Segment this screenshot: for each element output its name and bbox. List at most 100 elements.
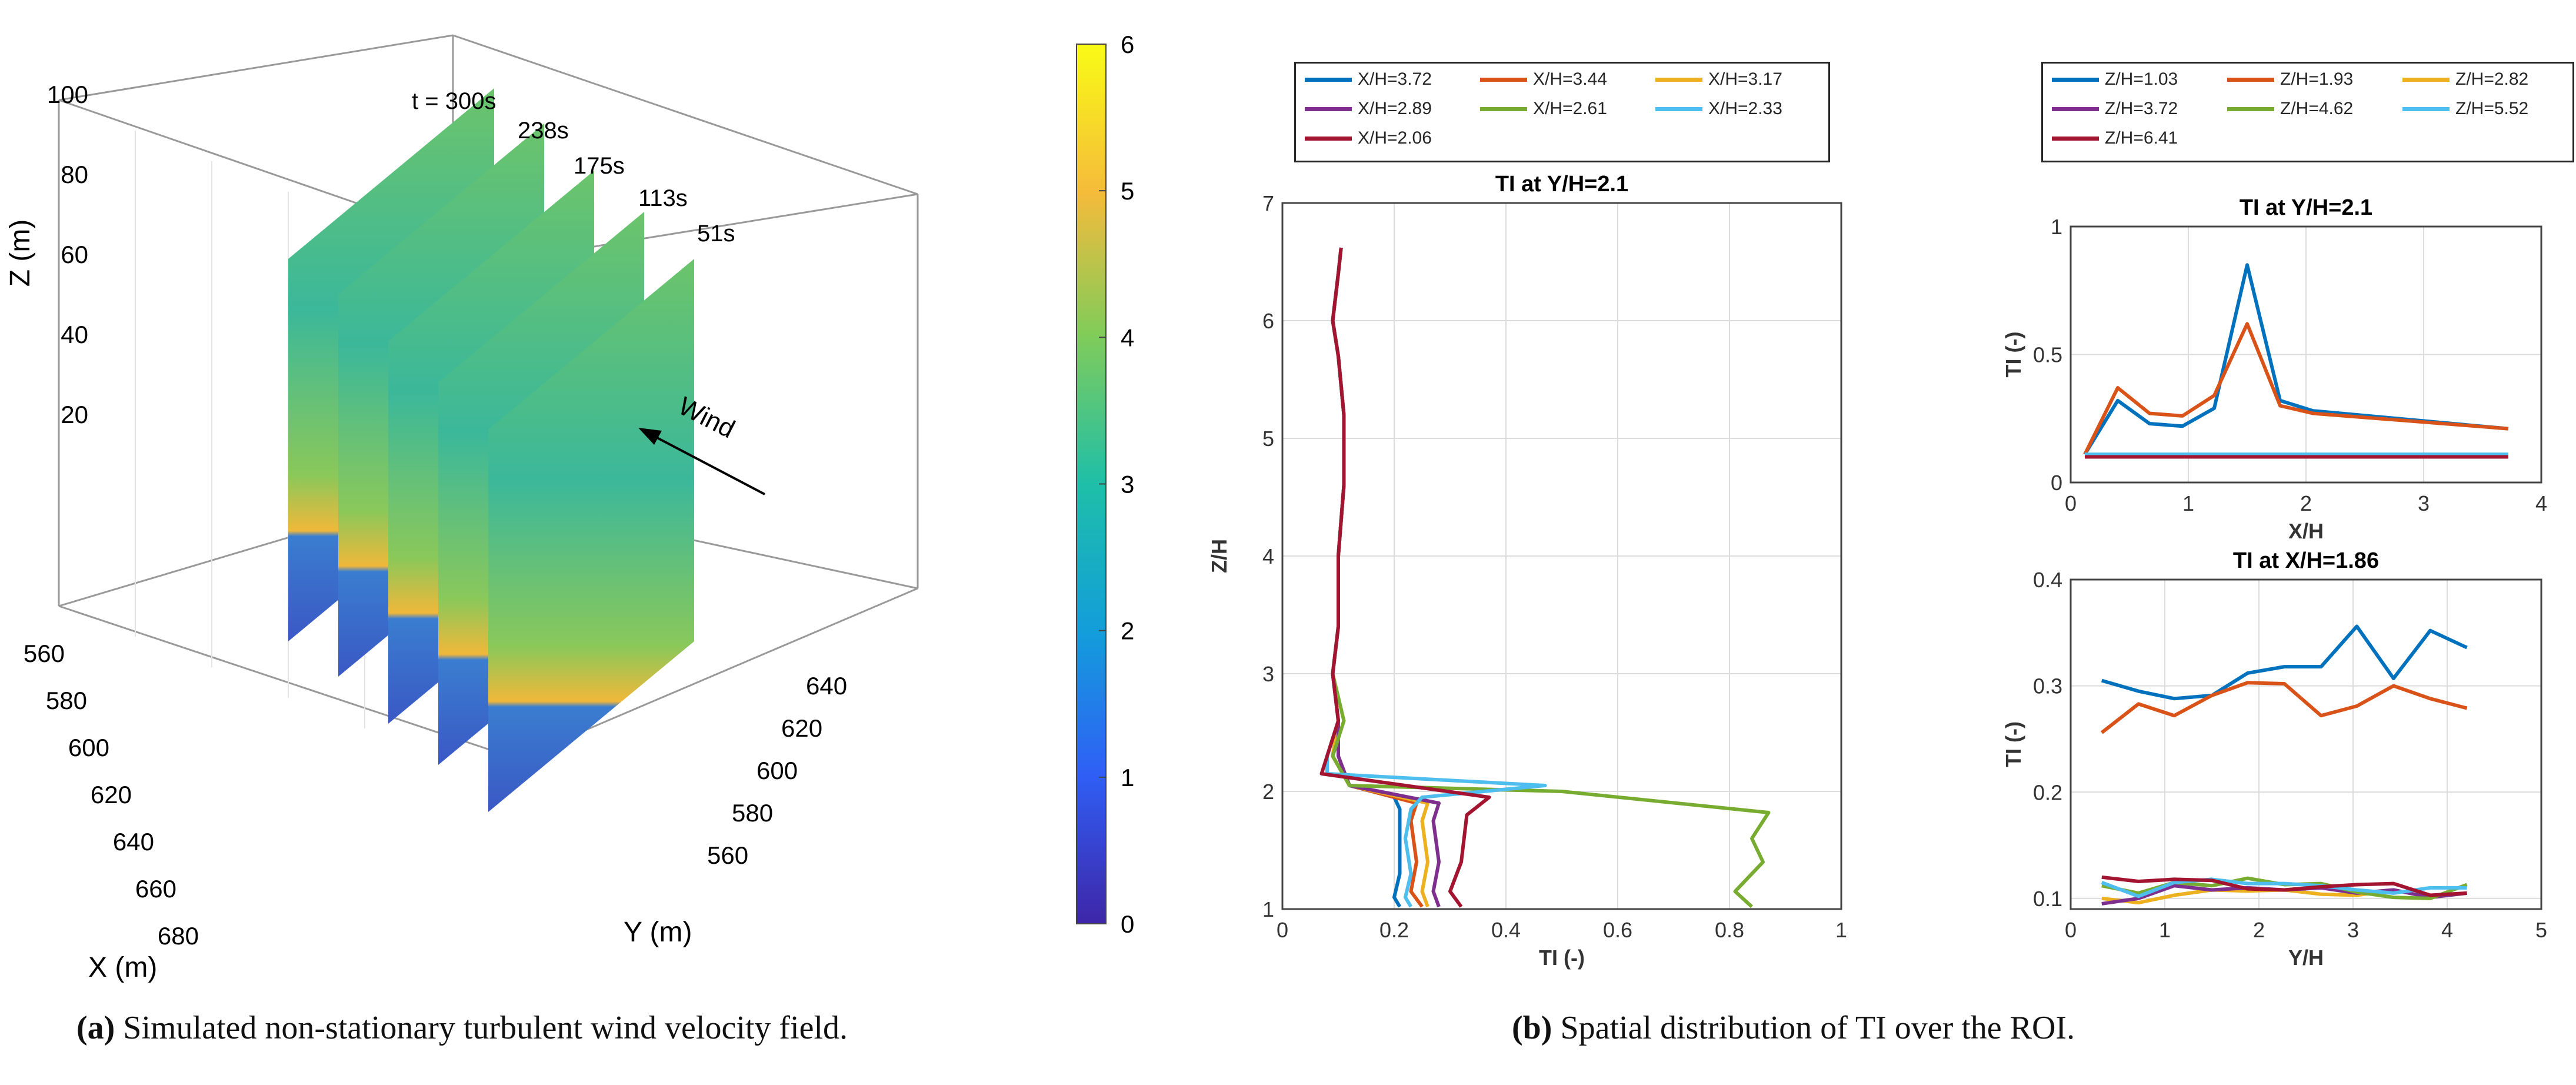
legend-entry: X/H=3.72 [1305, 69, 1432, 89]
legend-entry: Z/H=4.62 [2227, 99, 2353, 119]
y-tick-label: 4 [1262, 544, 1274, 568]
z-tick-label: 60 [61, 241, 88, 268]
plot-frame [2070, 578, 2542, 910]
line-chart-3: 0 1 2 3 4 5 0.1 0.2 0.3 0.4 TI at X/H=1.86 Y/H TI (-… [2001, 548, 2547, 970]
x-tick-label: 5 [2535, 918, 2547, 942]
legend-swatch [2227, 77, 2274, 82]
x-tick-label: 0 [2065, 491, 2077, 515]
legend-entry: Z/H=6.41 [2052, 128, 2178, 148]
time-label: 51s [697, 221, 735, 247]
chart-title: TI at X/H=1.86 [2233, 548, 2379, 573]
x-tick-label: 2 [2300, 491, 2312, 515]
y-tick-label: 2 [1262, 780, 1274, 804]
legend-label: Z/H=3.72 [2105, 99, 2178, 118]
y-tick-label: 1 [2051, 215, 2062, 239]
colorbar-tick-label: 5 [1121, 177, 1134, 205]
y-tick-label: 0.5 [2033, 343, 2062, 367]
colorbar-tick-label: 4 [1121, 324, 1134, 351]
velocity-slice [488, 259, 694, 812]
z-tick-label: 100 [47, 81, 88, 108]
legend-label: Z/H=1.03 [2105, 69, 2178, 89]
legend-swatch [2052, 77, 2099, 82]
z-axis-label: Z (m) [5, 219, 36, 287]
z-tick-label: 80 [61, 161, 88, 188]
x-tick-label: 0.2 [1379, 918, 1409, 942]
time-label: 238s [518, 118, 569, 144]
series-line [1331, 247, 1424, 908]
legend-swatch [1480, 106, 1527, 111]
series-line [2101, 875, 2467, 897]
legend-label: X/H=2.33 [1708, 99, 1782, 118]
ti-line-charts: 0 0.2 0.4 0.6 0.8 1 1 2 3 4 5 6 7 TI at Y/H=2.1 TI (-)… [1207, 172, 2547, 970]
y-tick-label: 0.1 [2033, 887, 2062, 911]
legend-label: X/H=2.89 [1358, 99, 1432, 118]
y-axis-label: Y (m) [624, 917, 692, 948]
legend-entry: Z/H=1.93 [2227, 69, 2353, 89]
x-tick-label: 4 [2441, 918, 2453, 942]
legend-swatch [2052, 106, 2099, 111]
y-tick-label: 7 [1262, 191, 1274, 215]
y-tick-label: 580 [732, 799, 773, 827]
x-tick-label: 0 [1277, 918, 1288, 942]
series-line [1331, 247, 1441, 908]
legend-entry: X/H=2.33 [1655, 99, 1782, 119]
x-tick-label: 0 [2065, 918, 2077, 942]
y-tick-label: 600 [757, 757, 798, 784]
x-tick-label: 1 [1835, 918, 1847, 942]
y-tick-label: 620 [781, 714, 822, 742]
colorbar-tick-label: 6 [1121, 31, 1134, 58]
time-label: t = 300s [412, 88, 496, 114]
legend-entry: Z/H=2.82 [2402, 69, 2528, 89]
plot-frame [2070, 225, 2542, 484]
x-axis-label: Y/H [2288, 946, 2324, 970]
x-tick-label: 3 [2347, 918, 2359, 942]
y-tick-label: 5 [1262, 427, 1274, 451]
x-tick-label: 0.4 [1491, 918, 1521, 942]
z-tick-label: 40 [61, 321, 88, 348]
x-tick-label: 3 [2418, 491, 2430, 515]
legend-swatch [1305, 77, 1352, 82]
y-tick-label: 640 [806, 672, 847, 700]
colorbar-tick-label: 2 [1121, 617, 1134, 645]
legend-label: Z/H=2.82 [2455, 69, 2529, 89]
x-axis-label: X (m) [88, 952, 157, 983]
legend-swatch [2402, 106, 2450, 111]
axis-box-edge [452, 34, 918, 195]
x-tick-label: 1 [2182, 491, 2194, 515]
chart-title: TI at Y/H=2.1 [2240, 195, 2372, 220]
legend-entry: X/H=2.89 [1305, 99, 1432, 119]
line-chart-2: 0 1 2 3 4 0 0.5 1 TI at Y/H=2.1 X/H TI (-) [2001, 195, 2547, 543]
caption-b-text: Spatial distribution of TI over the ROI. [1552, 1010, 2075, 1046]
series-line [2083, 322, 2509, 455]
series-line [1331, 247, 1402, 908]
legend-swatch [1480, 77, 1527, 82]
y-tick-label: 0 [2051, 471, 2062, 495]
z-tick-label: 20 [61, 401, 88, 428]
legend-label: X/H=2.61 [1533, 99, 1607, 118]
x-tick-label: 580 [46, 687, 87, 714]
series-line [1319, 247, 1491, 908]
time-label: 113s [638, 185, 688, 211]
axis-box-edge [58, 34, 454, 101]
legend-label: Z/H=1.93 [2280, 69, 2354, 89]
y-tick-label: 3 [1262, 662, 1274, 686]
x-tick-label: 560 [24, 640, 65, 667]
x-tick-label: 4 [2535, 491, 2547, 515]
caption-b-label: (b) [1512, 1010, 1552, 1046]
legend-label: X/H=3.17 [1708, 69, 1782, 89]
wind-arrow-head [638, 428, 662, 445]
caption-b: (b) Spatial distribution of TI over the … [1512, 1009, 2075, 1047]
legend-entry: Z/H=1.03 [2052, 69, 2178, 89]
legend-entry: Z/H=3.72 [2052, 99, 2178, 119]
legend-entry: X/H=2.06 [1305, 128, 1432, 148]
colorbar-tick-label: 3 [1121, 471, 1134, 498]
legend-swatch [2052, 136, 2099, 141]
colorbar-tick-label: 1 [1121, 764, 1134, 791]
legend-swatch [1305, 136, 1352, 141]
x-axis-label: X/H [2288, 519, 2324, 543]
x-axis-label: TI (-) [1539, 946, 1585, 970]
legend-label: X/H=2.06 [1358, 128, 1432, 148]
